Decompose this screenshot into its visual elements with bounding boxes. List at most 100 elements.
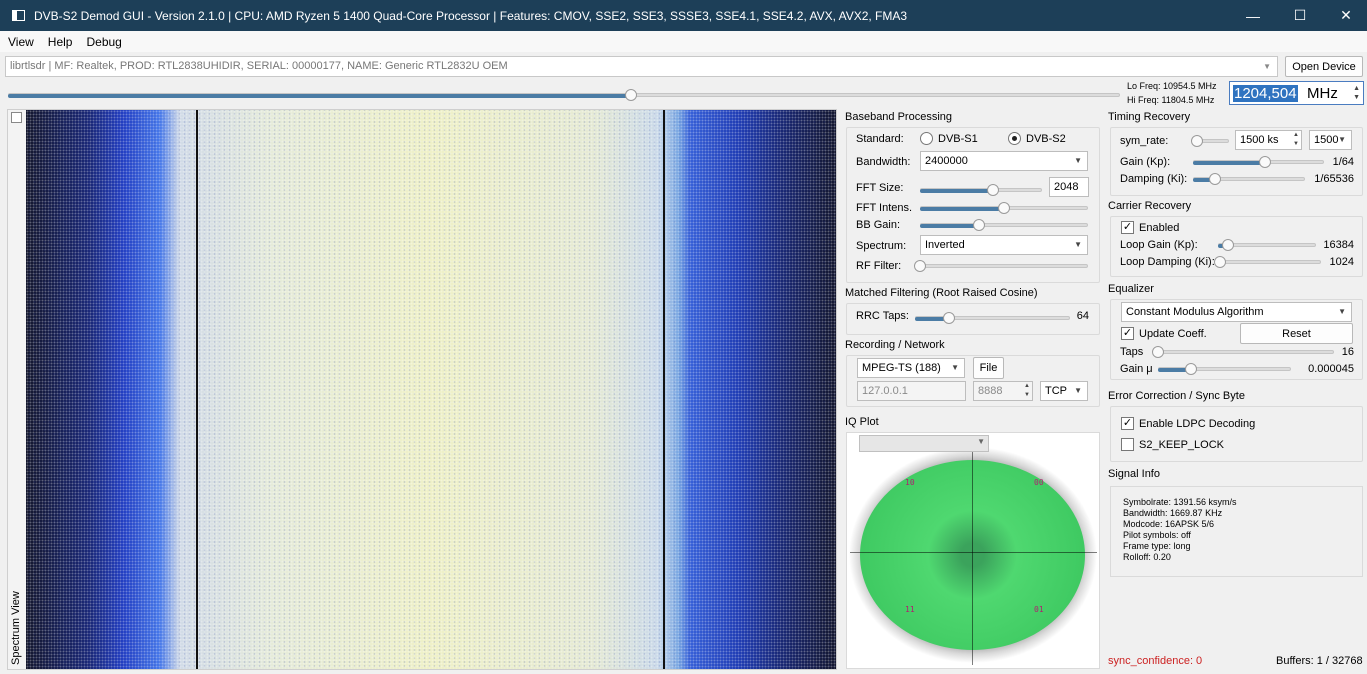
equalizer-algorithm-select[interactable]: Constant Modulus Algorithm ▼	[1121, 302, 1352, 322]
update-coeff-label: Update Coeff.	[1139, 328, 1207, 340]
slider-handle[interactable]	[1209, 173, 1222, 185]
spin-arrows-icon[interactable]: ▲ ▼	[1024, 383, 1030, 398]
protocol-select[interactable]: TCP ▼	[1040, 381, 1088, 401]
rrc-taps-label: RRC Taps:	[856, 310, 909, 322]
frequency-value: 1204,504	[1233, 85, 1298, 102]
loop-damping-label: Loop Damping (Ki):	[1120, 256, 1215, 268]
carrier-enabled-checkbox[interactable]: ✓	[1121, 221, 1134, 234]
keep-lock-label: S2_KEEP_LOCK	[1139, 439, 1224, 451]
spectrum-waterfall[interactable]	[26, 110, 836, 669]
chevron-down-icon: ▼	[1074, 240, 1082, 249]
slider-fill	[915, 317, 950, 321]
gain-mu-value: 0.000045	[1308, 363, 1354, 375]
slider-fill	[920, 207, 1004, 211]
iq-axis-horizontal	[850, 552, 1097, 553]
slider-handle[interactable]	[972, 219, 985, 231]
port-value: 8888	[978, 385, 1003, 397]
slider-handle[interactable]	[943, 312, 956, 324]
gain-mu-label: Gain μ	[1120, 363, 1153, 375]
sym-rate-input[interactable]: 1500 ks ▲ ▼	[1235, 130, 1302, 150]
ip-input[interactable]: 127.0.0.1	[857, 381, 966, 401]
bandwidth-select[interactable]: 2400000 ▼	[920, 151, 1088, 171]
dvb-s2-label: DVB-S2	[1026, 133, 1066, 145]
file-button[interactable]: File	[973, 357, 1004, 379]
bandwidth-label: Bandwidth:	[856, 156, 911, 168]
menu-debug[interactable]: Debug	[86, 34, 122, 49]
bandwidth-marker-left	[196, 110, 198, 669]
signal-info-title: Signal Info	[1108, 468, 1160, 480]
iq-symbol-11: 11	[905, 605, 915, 614]
loop-damping-slider[interactable]	[1218, 260, 1321, 264]
slider-handle[interactable]	[1221, 239, 1234, 251]
damping-ki-label: Damping (Ki):	[1120, 173, 1188, 185]
format-value: MPEG-TS (188)	[862, 362, 941, 374]
carrier-title: Carrier Recovery	[1108, 200, 1192, 212]
bandwidth-value: 2400000	[925, 155, 968, 167]
recording-title: Recording / Network	[845, 339, 945, 351]
spectrum-select[interactable]: Inverted ▼	[920, 235, 1088, 255]
slider-handle[interactable]	[1259, 156, 1272, 168]
update-coeff-checkbox[interactable]: ✓	[1121, 327, 1134, 340]
app-icon	[12, 10, 25, 21]
minimize-button[interactable]: —	[1246, 7, 1260, 24]
iq-symbol-10: 10	[905, 478, 915, 487]
reset-button[interactable]: Reset	[1240, 323, 1353, 344]
radio-dvb-s1[interactable]	[920, 132, 933, 145]
taps-label: Taps	[1120, 346, 1144, 358]
ip-value: 127.0.0.1	[862, 385, 908, 397]
frequency-slider-fill	[8, 94, 631, 98]
iq-plot-title: IQ Plot	[845, 416, 879, 428]
spectrum-noise	[26, 110, 836, 669]
fft-size-value: 2048	[1054, 181, 1079, 193]
float-panel-icon[interactable]	[11, 112, 22, 123]
menu-bar: View Help Debug	[0, 31, 1367, 52]
slider-handle[interactable]	[987, 184, 1000, 196]
sym-rate-value: 1500 ks	[1240, 134, 1279, 146]
open-device-button[interactable]: Open Device	[1285, 56, 1363, 77]
device-select[interactable]: librtlsdr | MF: Realtek, PROD: RTL2838UH…	[5, 56, 1278, 77]
slider-handle[interactable]	[1214, 256, 1227, 268]
menu-view[interactable]: View	[8, 34, 34, 49]
sync-confidence-status: sync_confidence: 0	[1108, 655, 1203, 667]
slider-fill	[920, 224, 979, 228]
spin-arrows-icon[interactable]: ▲ ▼	[1293, 132, 1299, 147]
format-select[interactable]: MPEG-TS (188) ▼	[857, 358, 965, 378]
title-bar: DVB-S2 Demod GUI - Version 2.1.0 | CPU: …	[0, 0, 1367, 31]
window-title: DVB-S2 Demod GUI - Version 2.1.0 | CPU: …	[34, 8, 908, 23]
loop-gain-label: Loop Gain (Kp):	[1120, 239, 1198, 251]
rrc-taps-value: 64	[1076, 310, 1089, 322]
ldpc-checkbox[interactable]: ✓	[1121, 417, 1134, 430]
ldpc-label: Enable LDPC Decoding	[1139, 418, 1256, 430]
iq-symbol-00: 00	[1034, 478, 1044, 487]
chevron-down-icon: ▼	[951, 363, 959, 372]
loop-gain-value: 16384	[1323, 239, 1354, 251]
sym-rate-select[interactable]: 1500 ▼	[1309, 130, 1352, 150]
spin-arrows-icon[interactable]: ▲ ▼	[1353, 85, 1360, 101]
frequency-spinbox[interactable]: 1204,504 MHz ▲ ▼	[1229, 81, 1364, 105]
slider-handle[interactable]	[1185, 363, 1198, 375]
menu-help[interactable]: Help	[47, 34, 73, 49]
chevron-down-icon: ▼	[977, 437, 985, 446]
iq-source-select[interactable]: ▼	[859, 435, 989, 452]
damping-ki-value: 1/65536	[1314, 173, 1354, 185]
slider-handle[interactable]	[998, 202, 1010, 214]
taps-slider[interactable]	[1158, 350, 1334, 354]
gain-kp-label: Gain (Kp):	[1120, 156, 1171, 168]
maximize-button[interactable]: ☐	[1293, 7, 1307, 23]
rf-filter-slider[interactable]	[920, 264, 1088, 268]
spectrum-view-label: Spectrum View	[10, 591, 22, 665]
buffers-status: Buffers: 1 / 32768	[1276, 655, 1363, 667]
sym-rate-combo-value: 1500	[1314, 134, 1339, 146]
chevron-down-icon: ▼	[1263, 62, 1271, 71]
slider-handle[interactable]	[914, 260, 926, 272]
signal-bandwidth: Bandwidth: 1669.87 KHz	[1123, 508, 1223, 518]
fft-size-input[interactable]: 2048	[1049, 177, 1089, 197]
slider-handle[interactable]	[1152, 346, 1164, 358]
frequency-slider-handle[interactable]	[624, 89, 637, 101]
keep-lock-checkbox[interactable]	[1121, 438, 1134, 451]
slider-fill	[1193, 161, 1266, 165]
slider-handle[interactable]	[1190, 135, 1203, 147]
port-input[interactable]: 8888 ▲ ▼	[973, 381, 1033, 401]
close-button[interactable]: ✕	[1340, 7, 1352, 23]
radio-dvb-s2[interactable]	[1008, 132, 1021, 145]
